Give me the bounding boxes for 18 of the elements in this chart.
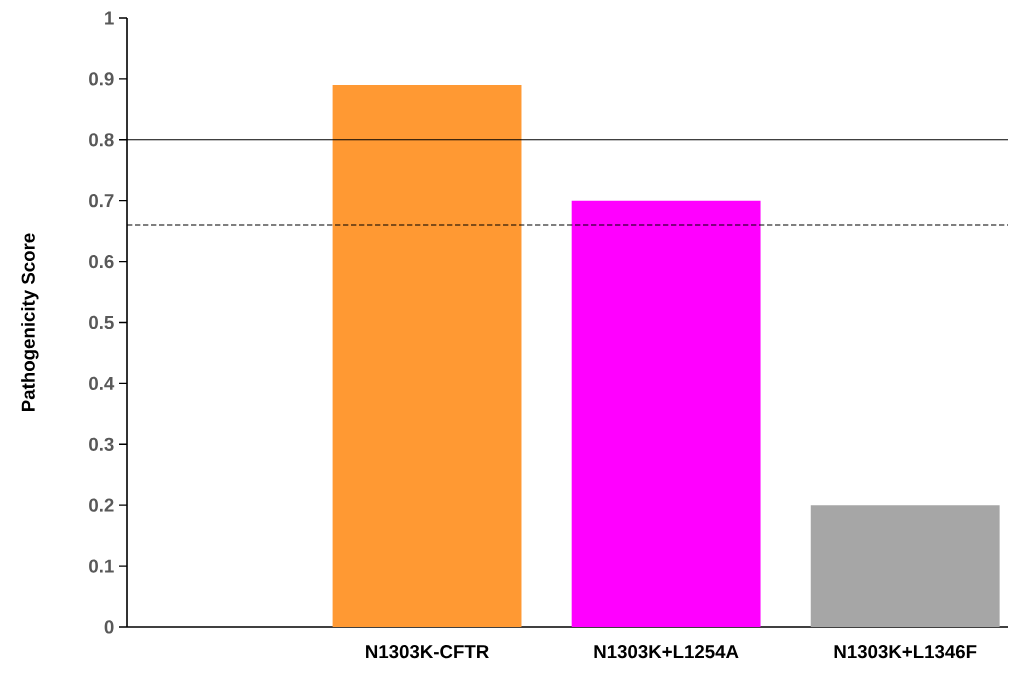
bar xyxy=(810,505,1000,627)
y-tick-label: 0.7 xyxy=(89,194,114,208)
y-tick-label: 0.6 xyxy=(89,254,114,269)
x-tick-label: N1303K-CFTR xyxy=(366,645,489,659)
y-tick-label: 0.9 xyxy=(89,72,114,86)
y-tick-label: 0.1 xyxy=(89,559,114,573)
bar xyxy=(571,200,761,627)
y-tick-label: 0 xyxy=(104,620,114,634)
y-axis-title: Pathogenicity Score xyxy=(21,233,39,411)
y-tick-label: 0.5 xyxy=(89,315,114,330)
y-tick-label: 0.8 xyxy=(89,133,114,147)
y-tick-label: 0.4 xyxy=(89,376,115,390)
y-tick-label: 0.3 xyxy=(89,437,114,451)
y-tick-label: 0.2 xyxy=(89,498,114,512)
y-tick-label: 1 xyxy=(105,11,114,25)
bar xyxy=(332,84,522,627)
x-tick-label: N1303K+L1346F xyxy=(834,645,977,659)
x-tick-label: N1303K+L1254A xyxy=(594,645,739,659)
